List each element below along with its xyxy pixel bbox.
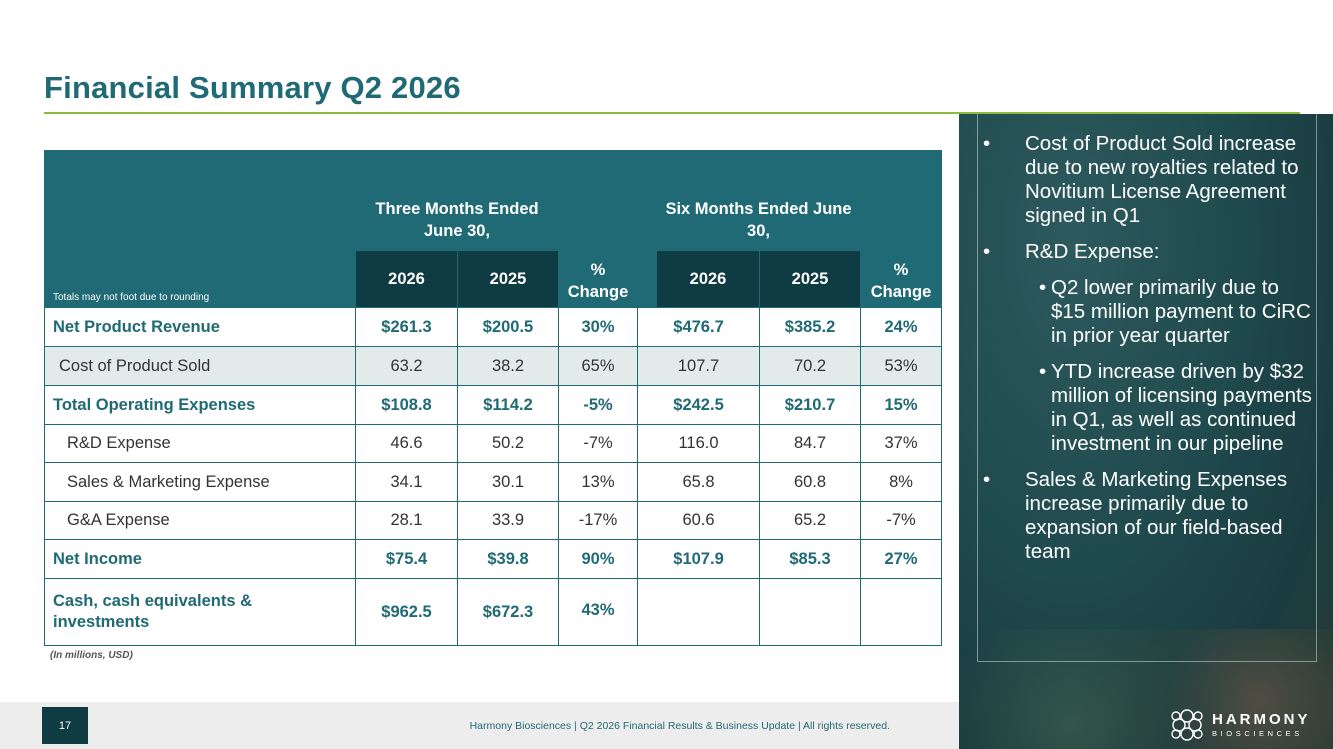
- logo-subtitle: BIOSCIENCES: [1212, 729, 1303, 739]
- year-2026-3m: 2026: [355, 250, 458, 308]
- cell-value: 38.2: [456, 346, 560, 386]
- commentary-bullets: • Cost of Product Sold increase due to ne…: [983, 132, 1313, 576]
- cell-value: 60.8: [759, 462, 862, 502]
- commentary-frame: [977, 114, 1317, 662]
- cell-value: $39.8: [456, 539, 560, 579]
- cell-value: 30%: [558, 307, 639, 347]
- cell-value: -5%: [558, 385, 639, 425]
- cell-value: $108.8: [355, 385, 458, 425]
- bullet-icon: •: [983, 132, 991, 155]
- row-label: Total Operating Expenses: [44, 385, 356, 425]
- cell-value: $210.7: [759, 385, 862, 425]
- cell-value: 37%: [860, 424, 943, 463]
- title-divider: [44, 112, 1300, 114]
- footer-bar: [0, 702, 959, 749]
- cell-value: 13%: [558, 462, 639, 502]
- row-label: R&D Expense: [44, 424, 356, 463]
- table-row: R&D Expense 46.6 50.2 -7% 116.0 84.7 37%: [44, 424, 943, 463]
- cell-value: 15%: [860, 385, 943, 425]
- bullet-icon: •: [983, 468, 991, 491]
- table-row: Total Operating Expenses $108.8 $114.2 -…: [44, 385, 943, 425]
- cell-value: $200.5: [456, 307, 560, 347]
- cell-value: 65%: [558, 346, 639, 386]
- cell-value: 65.8: [637, 462, 761, 502]
- table-row: Sales & Marketing Expense 34.1 30.1 13% …: [44, 462, 943, 502]
- row-label: Net Product Revenue: [44, 307, 356, 347]
- cell-value: $75.4: [355, 539, 458, 579]
- bullet-icon: •: [983, 240, 991, 263]
- bullet-item: • Sales & Marketing Expenses increase pri…: [983, 468, 1288, 563]
- cell-value: 43%: [558, 578, 639, 646]
- header-gap: [637, 150, 658, 308]
- logo-wordmark: HARMONY: [1212, 711, 1311, 729]
- sub-bullet-item: • YTD increase driven by $32 million of l…: [1039, 360, 1312, 455]
- table-row: Net Income $75.4 $39.8 90% $107.9 $85.3 …: [44, 539, 943, 579]
- table-row: G&A Expense 28.1 33.9 -17% 60.6 65.2 -7%: [44, 501, 943, 540]
- cell-value: 70.2: [759, 346, 862, 386]
- year-2026-6m: 2026: [656, 250, 761, 308]
- row-label: Net Income: [44, 539, 356, 579]
- commentary-panel: [959, 114, 1333, 749]
- cell-value: $107.9: [637, 539, 761, 579]
- cell-value: $114.2: [456, 385, 560, 425]
- cell-value: 90%: [558, 539, 639, 579]
- table-row: Cash, cash equivalents & investments $96…: [44, 578, 943, 646]
- cell-value: 24%: [860, 307, 943, 347]
- row-label: Cost of Product Sold: [44, 346, 356, 386]
- bullet-icon: •: [1039, 360, 1047, 383]
- cell-value: 46.6: [355, 424, 458, 463]
- bullet-icon: •: [1039, 276, 1047, 299]
- bullet-item: • Cost of Product Sold increase due to ne…: [983, 132, 1299, 227]
- empty-cell: [860, 578, 943, 646]
- six-months-header: Six Months Ended June 30,: [656, 150, 862, 251]
- cell-value: 60.6: [637, 501, 761, 540]
- cell-value: $261.3: [355, 307, 458, 347]
- harmony-logo: HARMONY BIOSCIENCES: [1168, 707, 1311, 743]
- cell-value: $962.5: [355, 578, 458, 646]
- cell-value: 84.7: [759, 424, 862, 463]
- cell-value: $672.3: [456, 578, 560, 646]
- cell-value: -7%: [558, 424, 639, 463]
- units-note: (In millions, USD): [50, 650, 133, 661]
- cell-value: 107.7: [637, 346, 761, 386]
- cell-value: -17%: [558, 501, 639, 540]
- pct-change-header-3m: % Change: [558, 150, 639, 308]
- cell-value: 50.2: [456, 424, 560, 463]
- cell-value: $85.3: [759, 539, 862, 579]
- table-row: Net Product Revenue $261.3 $200.5 30% $4…: [44, 307, 943, 347]
- cell-value: 34.1: [355, 462, 458, 502]
- cell-value: 8%: [860, 462, 943, 502]
- cell-value: 27%: [860, 539, 943, 579]
- cell-value: 28.1: [355, 501, 458, 540]
- cell-value: 53%: [860, 346, 943, 386]
- page-title: Financial Summary Q2 2026: [44, 70, 461, 105]
- cell-value: 63.2: [355, 346, 458, 386]
- financial-summary-table: Totals may not foot due to rounding Thre…: [44, 150, 943, 646]
- sub-bullet-item: • Q2 lower primarily due to $15 million p…: [1039, 276, 1311, 347]
- row-label: Sales & Marketing Expense: [44, 462, 356, 502]
- year-2025-6m: 2025: [759, 250, 862, 308]
- harmony-knot-logo-icon: [1171, 709, 1203, 741]
- footer-text: Harmony Biosciences | Q2 2026 Financial …: [469, 720, 890, 732]
- table-row: Cost of Product Sold 63.2 38.2 65% 107.7…: [44, 346, 943, 386]
- cell-value: $476.7: [637, 307, 761, 347]
- bullet-item: • R&D Expense:: [983, 240, 1160, 263]
- empty-cell: [637, 578, 761, 646]
- rounding-note: Totals may not foot due to rounding: [44, 150, 356, 308]
- year-2025-3m: 2025: [456, 250, 560, 308]
- page-number: 17: [42, 707, 88, 744]
- cell-value: 30.1: [456, 462, 560, 502]
- empty-cell: [759, 578, 862, 646]
- cell-value: 116.0: [637, 424, 761, 463]
- three-months-header: Three Months Ended June 30,: [354, 150, 560, 251]
- cell-value: 33.9: [456, 501, 560, 540]
- cell-value: $385.2: [759, 307, 862, 347]
- row-label: Cash, cash equivalents & investments: [44, 578, 356, 646]
- cell-value: -7%: [860, 501, 943, 540]
- row-label: G&A Expense: [44, 501, 356, 540]
- cell-value: 65.2: [759, 501, 862, 540]
- pct-change-header-6m: % Change: [860, 150, 943, 308]
- cell-value: $242.5: [637, 385, 761, 425]
